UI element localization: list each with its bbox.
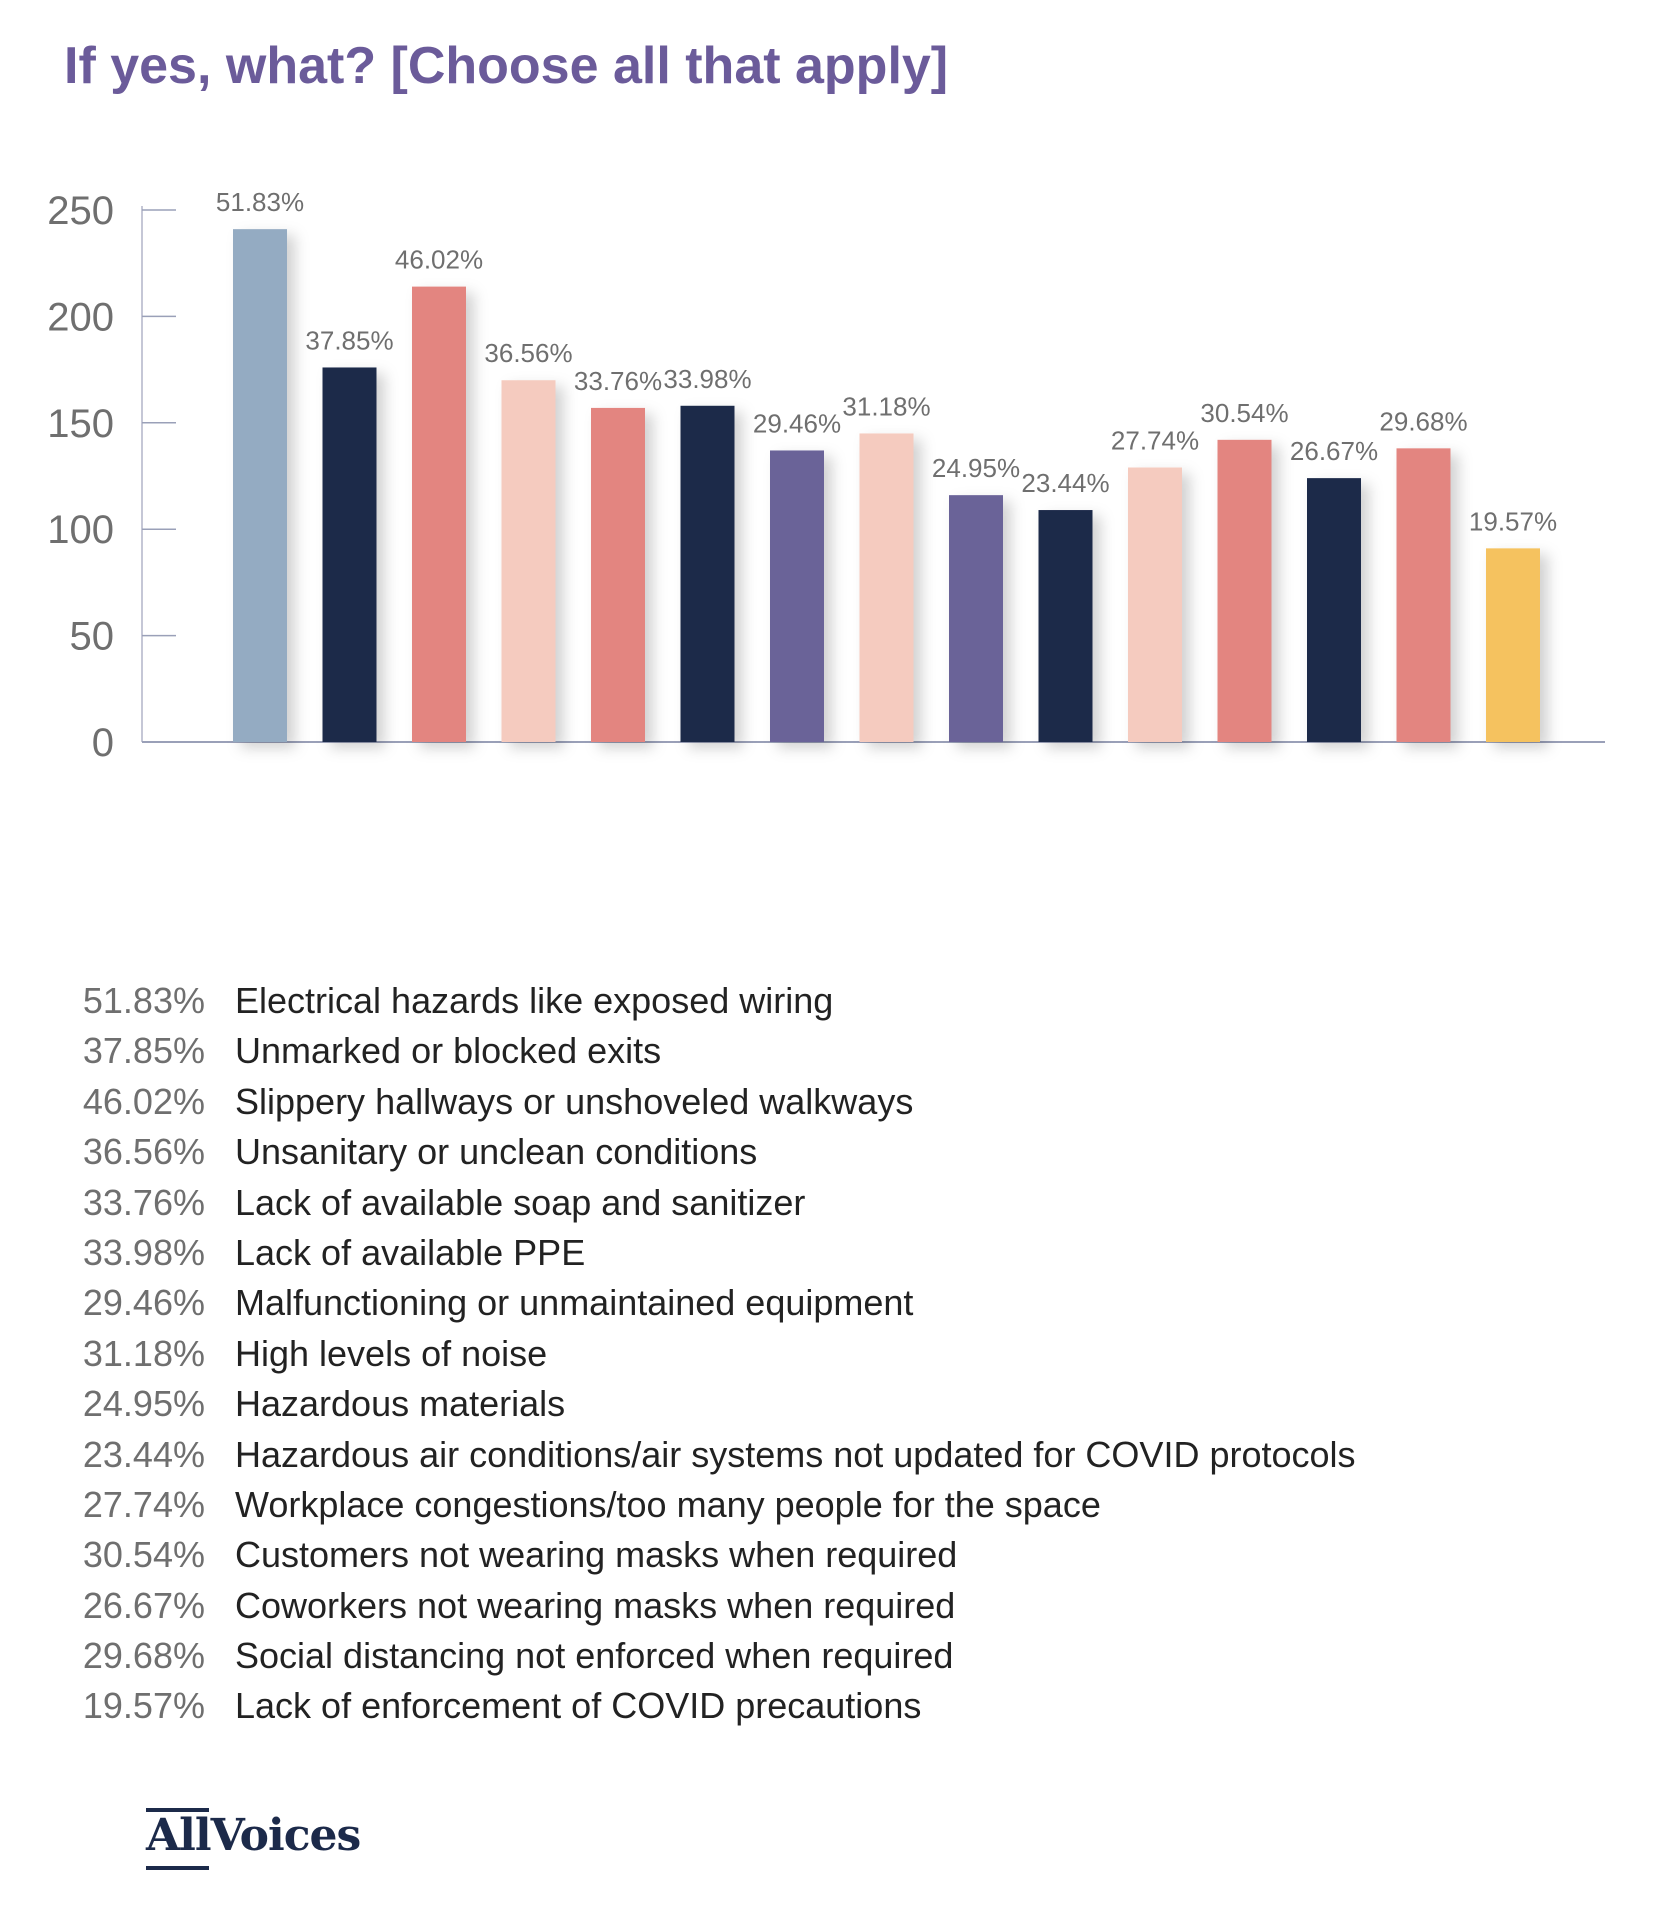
legend-percent: 24.95% xyxy=(82,1383,205,1425)
y-tick-label: 150 xyxy=(47,402,114,446)
legend-item: 33.98% Lack of available PPE xyxy=(0,1232,1668,1282)
bar xyxy=(1217,439,1272,742)
legend-percent: 31.18% xyxy=(82,1332,205,1374)
legend-item: 31.18% High levels of noise xyxy=(0,1333,1668,1383)
legend-label: Social distancing not enforced when requ… xyxy=(235,1635,954,1677)
legend-label: Coworkers not wearing masks when require… xyxy=(235,1584,956,1626)
data-label: 33.98% xyxy=(663,364,751,394)
legend-percent: 29.68% xyxy=(82,1635,205,1677)
legend-percent: 36.56% xyxy=(82,1131,205,1173)
legend-item: 36.56% Unsanitary or unclean conditions xyxy=(0,1131,1668,1181)
data-label: 27.74% xyxy=(1111,425,1199,455)
legend-percent: 37.85% xyxy=(82,1030,205,1072)
bar xyxy=(770,450,824,742)
logo-rule-bottom xyxy=(146,1866,209,1870)
legend-label: Customers not wearing masks when require… xyxy=(235,1534,958,1576)
legend-label: Hazardous materials xyxy=(235,1383,566,1425)
bar xyxy=(233,229,287,743)
bar xyxy=(949,495,1003,742)
legend-label: Lack of available PPE xyxy=(235,1231,586,1273)
legend-percent: 33.76% xyxy=(82,1181,205,1223)
y-tick-label: 250 xyxy=(47,189,114,233)
data-label: 19.57% xyxy=(1469,506,1557,536)
data-label: 30.54% xyxy=(1200,398,1288,428)
data-label: 31.18% xyxy=(842,391,930,421)
legend-label: Electrical hazards like exposed wiring xyxy=(235,980,834,1021)
y-tick-label: 0 xyxy=(92,721,114,765)
legend-label: Unsanitary or unclean conditions xyxy=(235,1131,758,1173)
logo-text: AllVoices xyxy=(146,1810,361,1861)
legend-label: Slippery hallways or unshoveled walkways xyxy=(235,1080,914,1122)
legend-label: Lack of available soap and sanitizer xyxy=(235,1181,806,1223)
legend-item: 51.83% Electrical hazards like exposed wi… xyxy=(0,980,1668,1030)
legend-percent: 19.57% xyxy=(82,1685,205,1727)
data-label: 51.83% xyxy=(216,187,304,217)
logo-rule-top xyxy=(146,1808,209,1812)
y-tick-label: 100 xyxy=(47,508,114,552)
bar xyxy=(680,405,735,742)
legend-label: Hazardous air conditions/air systems not… xyxy=(235,1433,1356,1475)
legend-percent: 30.54% xyxy=(82,1534,205,1576)
legend-label: Workplace congestions/too many people fo… xyxy=(235,1483,1101,1525)
data-label: 24.95% xyxy=(932,453,1020,483)
data-label: 23.44% xyxy=(1021,468,1109,498)
legend-percent: 29.46% xyxy=(82,1282,205,1324)
legend-item: 23.44% Hazardous air conditions/air syste… xyxy=(0,1434,1668,1484)
allvoices-logo: AllVoices xyxy=(146,1808,361,1870)
bar xyxy=(1486,548,1540,742)
legend-item: 27.74% Workplace congestions/too many peo… xyxy=(0,1484,1668,1534)
legend-percent: 27.74% xyxy=(82,1483,205,1525)
chart-title: If yes, what? [Choose all that apply] xyxy=(64,37,949,95)
data-label: 26.67% xyxy=(1290,436,1378,466)
legend-label: Malfunctioning or unmaintained equipment xyxy=(235,1282,914,1324)
bar xyxy=(412,286,466,742)
legend-item: 33.76% Lack of available soap and sanitiz… xyxy=(0,1182,1668,1232)
legend-item: 30.54% Customers not wearing masks when r… xyxy=(0,1534,1668,1584)
legend-item: 29.46% Malfunctioning or unmaintained equ… xyxy=(0,1282,1668,1332)
legend-percent: 23.44% xyxy=(82,1433,205,1475)
legend-item: 19.57% Lack of enforcement of COVID preca… xyxy=(0,1685,1668,1735)
legend-item: 26.67% Coworkers not wearing masks when r… xyxy=(0,1585,1668,1635)
legend-item: 46.02% Slippery hallways or unshoveled wa… xyxy=(0,1081,1668,1131)
legend-percent: 46.02% xyxy=(82,1080,205,1122)
y-tick-label: 200 xyxy=(47,295,114,339)
bar xyxy=(1396,448,1451,742)
legend-label: Unmarked or blocked exits xyxy=(235,1030,662,1072)
bar xyxy=(859,433,914,742)
legend: 51.83% Electrical hazards like exposed wi… xyxy=(0,980,1668,1736)
legend-item: 24.95% Hazardous materials xyxy=(0,1383,1668,1433)
data-label: 37.85% xyxy=(305,325,393,355)
bar xyxy=(501,380,556,742)
legend-percent: 26.67% xyxy=(82,1584,205,1626)
bar xyxy=(1128,467,1182,742)
y-tick-label: 50 xyxy=(70,615,115,659)
data-label: 33.76% xyxy=(574,366,662,396)
data-label: 29.68% xyxy=(1379,406,1467,436)
legend-percent: 51.83% xyxy=(82,980,205,1021)
bar xyxy=(1307,478,1361,742)
legend-percent: 33.98% xyxy=(82,1231,205,1273)
bar xyxy=(591,407,645,742)
data-label: 46.02% xyxy=(395,245,483,275)
legend-item: 29.68% Social distancing not enforced whe… xyxy=(0,1635,1668,1685)
legend-item: 37.85% Unmarked or blocked exits xyxy=(0,1030,1668,1080)
bar xyxy=(322,367,377,742)
data-label: 36.56% xyxy=(484,338,572,368)
legend-label: High levels of noise xyxy=(235,1332,548,1374)
legend-label: Lack of enforcement of COVID precautions xyxy=(235,1685,922,1727)
data-label: 29.46% xyxy=(753,408,841,438)
bar xyxy=(1038,510,1093,742)
